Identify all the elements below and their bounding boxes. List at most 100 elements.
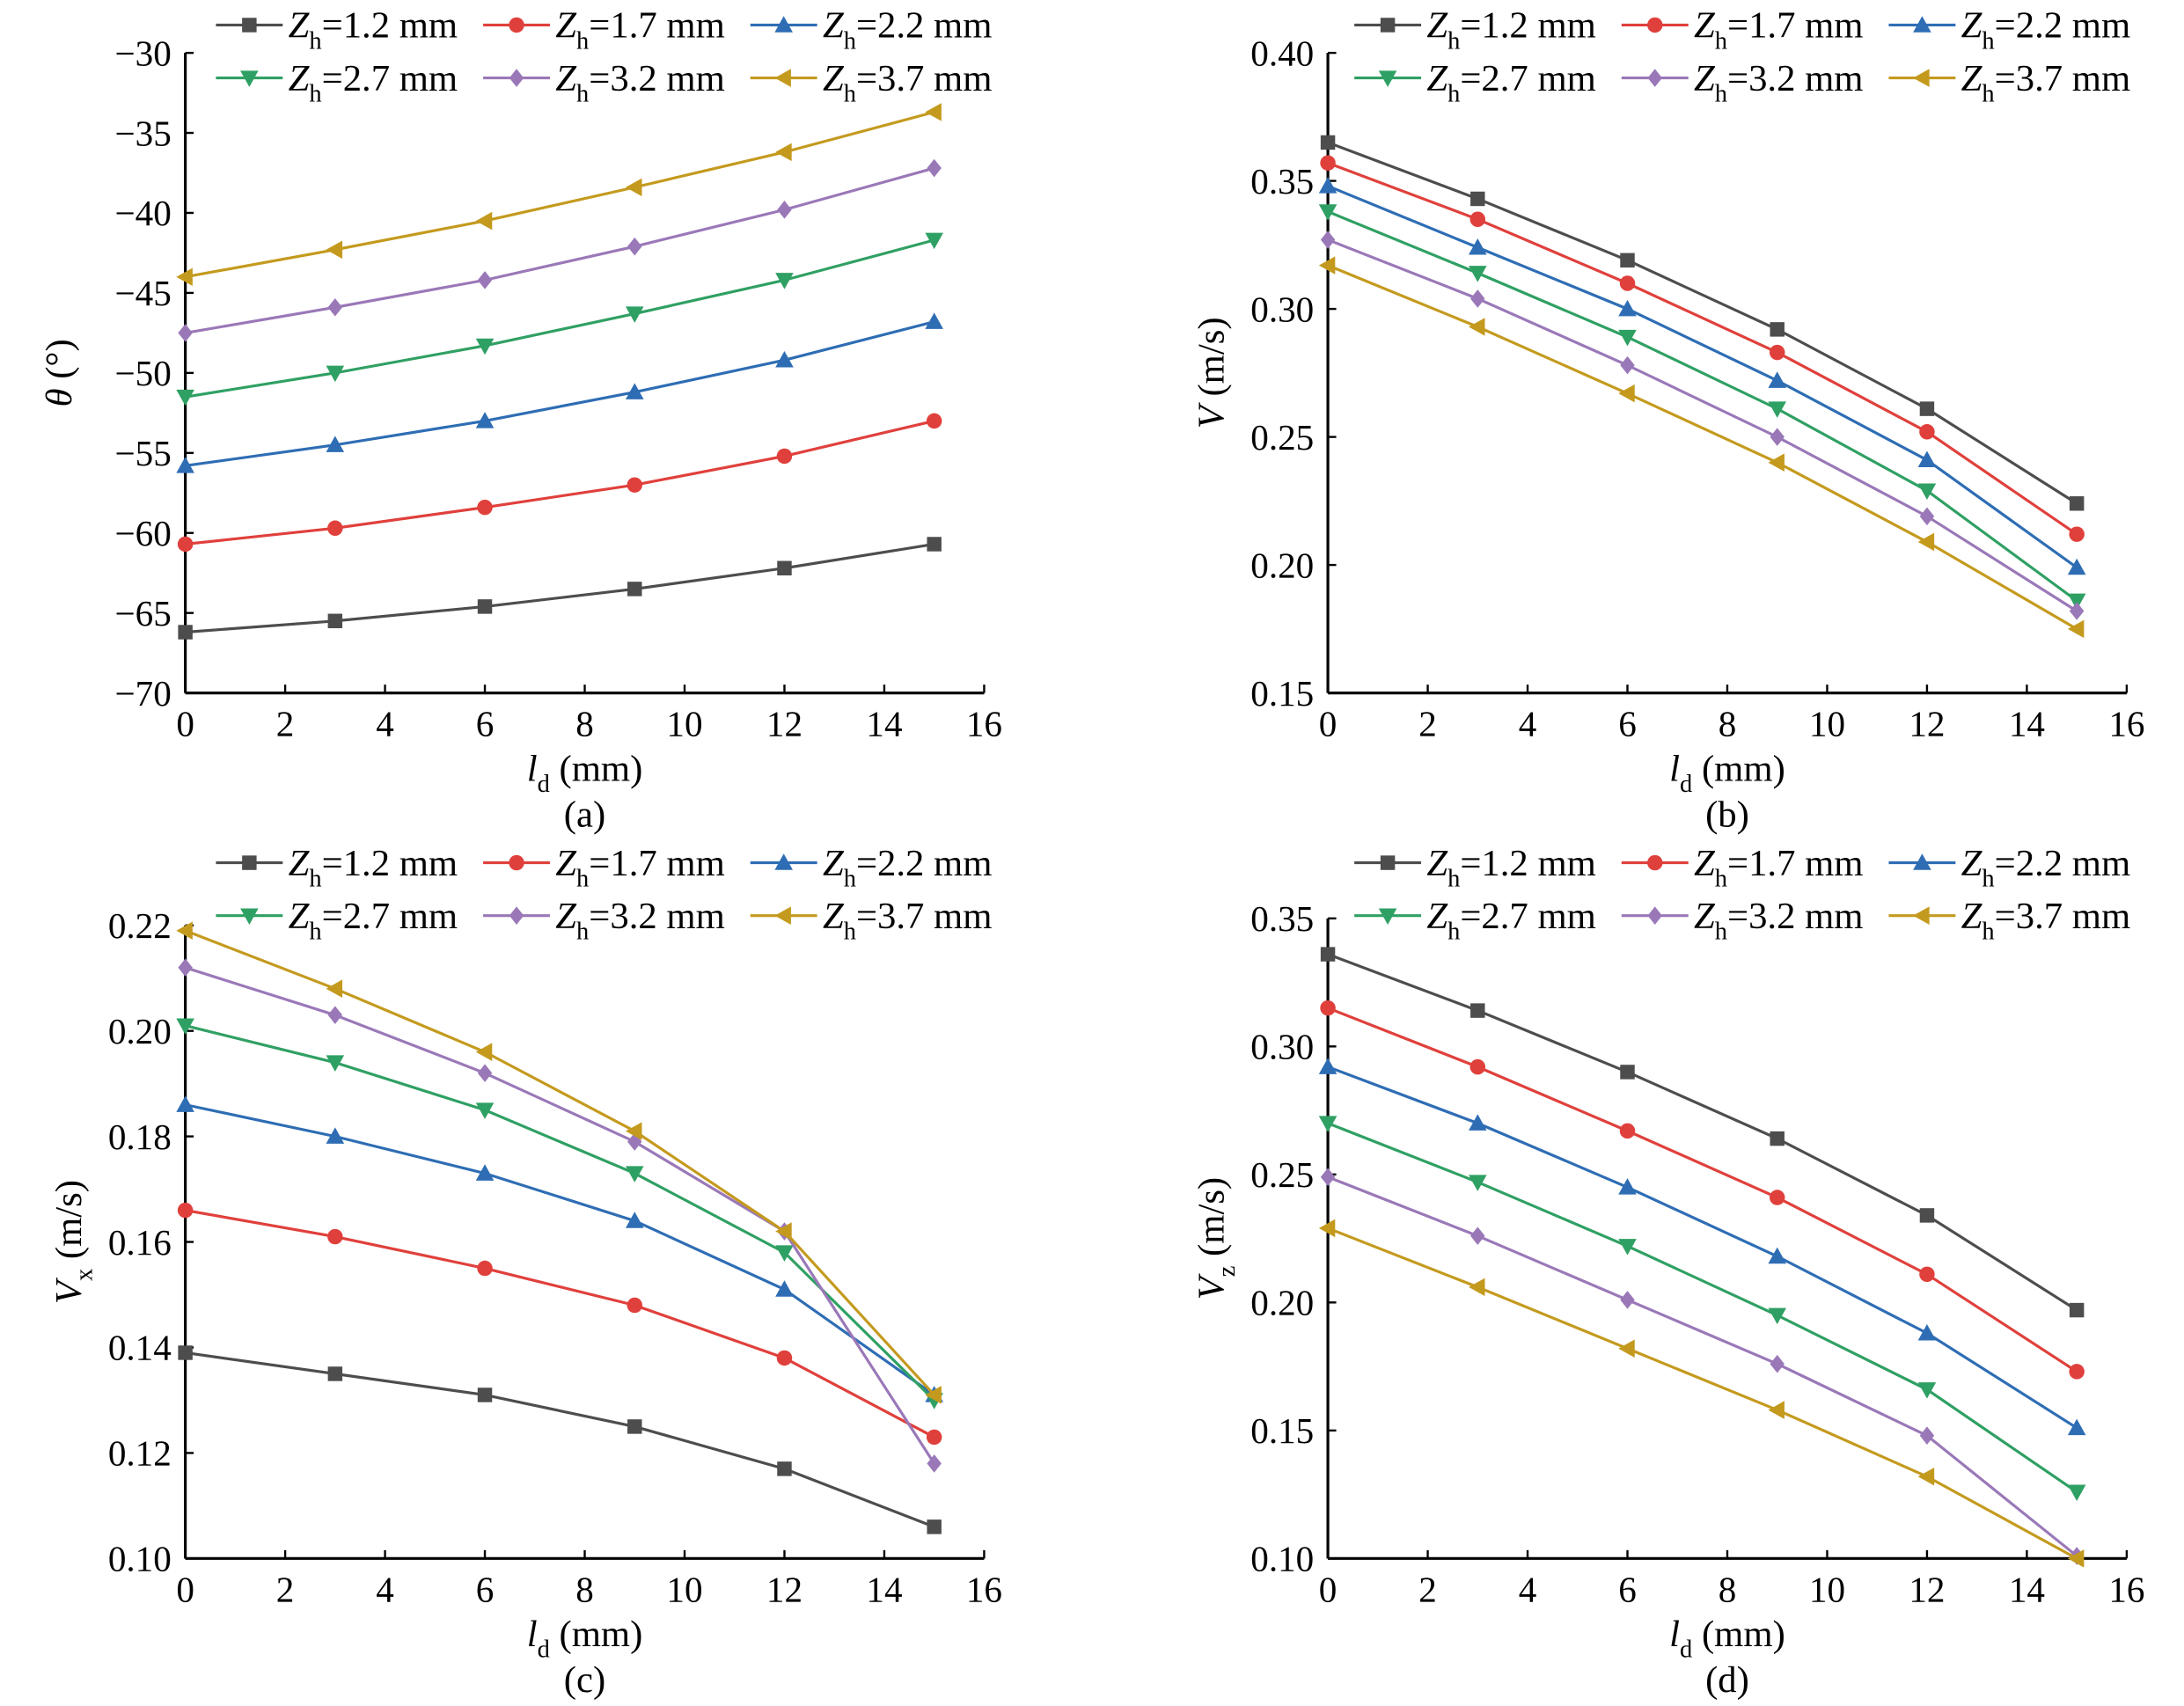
data-point	[475, 1102, 495, 1119]
legend-label-unit: =3.2 mm	[1727, 896, 1864, 937]
legend-label-symbol: Z	[823, 896, 845, 937]
x-axis-label-subscript: d	[1680, 771, 1692, 798]
series-line	[1327, 141, 2078, 505]
legend-label-symbol: Z	[1694, 5, 1716, 47]
series-line	[185, 320, 935, 467]
panel-caption: (a)	[564, 794, 605, 835]
x-tick-label: 0	[176, 1569, 194, 1609]
data-point	[1618, 1239, 1637, 1256]
x-tick-label: 2	[1418, 1569, 1437, 1609]
legend-label: Zh=2.7 mm	[1426, 58, 1596, 108]
data-point	[1469, 1114, 1487, 1131]
legend-item: Zh=1.7 mm	[1621, 843, 1864, 892]
data-point	[176, 1095, 194, 1112]
legend-marker	[774, 69, 791, 87]
legend-label-subscript: h	[1447, 80, 1460, 107]
legend-item: Zh=2.7 mm	[216, 58, 458, 108]
y-tick-label: −65	[114, 593, 171, 633]
legend-label-symbol: Z	[1961, 843, 1983, 884]
y-axis-label-unit: (m/s)	[48, 1180, 90, 1269]
data-point	[2069, 526, 2085, 542]
series-line	[1327, 1122, 2078, 1493]
series-line	[185, 166, 935, 334]
series-Z1.2	[178, 537, 942, 640]
data-point	[1770, 322, 1785, 337]
data-point	[625, 1166, 644, 1182]
legend-label-subscript: h	[309, 865, 321, 892]
x-tick-label: 8	[1719, 704, 1737, 744]
y-tick-label: 0.25	[1250, 417, 1314, 458]
series-Z3.7	[176, 921, 942, 1404]
legend-label: Zh=2.7 mm	[289, 58, 458, 108]
data-point	[176, 267, 193, 287]
legend-item: Zh=2.7 mm	[216, 896, 458, 946]
y-tick-label: 0.20	[108, 1011, 172, 1051]
data-point	[927, 158, 942, 178]
legend-label: Zh=3.7 mm	[823, 896, 993, 946]
data-point	[2067, 558, 2086, 575]
legend-label-subscript: h	[1982, 27, 1994, 55]
data-point	[1770, 1131, 1785, 1146]
panel-caption: (b)	[1705, 794, 1749, 835]
x-tick-label: 2	[276, 704, 295, 744]
legend-label-symbol: Z	[1694, 58, 1716, 99]
legend-marker	[509, 69, 524, 87]
legend-item: Zh=3.7 mm	[1888, 896, 2130, 946]
data-point	[777, 201, 792, 219]
legend-marker	[1913, 853, 1931, 870]
data-point	[1768, 401, 1787, 418]
y-axis-label: Vx (m/s)	[48, 1180, 99, 1304]
data-point	[177, 536, 194, 553]
series-Z1.2	[178, 1345, 942, 1534]
panel-d: 0 2 4 6 8 10 12 14 16 0.10 0.15 0.20 0.25 0.30 0.35 ld …	[1191, 843, 2144, 1701]
x-tick-label: 12	[1909, 704, 1945, 744]
data-point	[775, 351, 794, 368]
data-point	[1620, 253, 1635, 268]
data-point	[1470, 191, 1485, 207]
legend-marker	[1380, 18, 1396, 33]
data-point	[1917, 1467, 1935, 1486]
y-axis-label: V (m/s)	[1191, 317, 1232, 428]
data-point	[1919, 424, 1935, 440]
y-axis-label-symbol: V	[1191, 1272, 1232, 1300]
data-point	[176, 921, 193, 941]
panel-b: 0 2 4 6 8 10 12 14 16 0.15 0.20 0.25 0.30 0.35 0.40 ld …	[1191, 5, 2144, 836]
x-tick-label: 8	[575, 1569, 594, 1609]
legend-item: Zh=2.2 mm	[750, 843, 992, 892]
legend-label: Zh=1.2 mm	[1426, 5, 1596, 55]
data-point	[1619, 275, 1636, 291]
data-point	[627, 582, 642, 597]
data-point	[475, 211, 493, 231]
data-point	[1470, 1003, 1485, 1018]
y-axis-label: θ (°)	[39, 339, 80, 406]
data-point	[1620, 1291, 1635, 1309]
legend-label-symbol: Z	[289, 5, 311, 47]
data-point	[475, 1043, 493, 1061]
legend-label-unit: =2.2 mm	[856, 5, 993, 47]
x-axis-label-symbol: l	[1669, 1614, 1680, 1655]
data-point	[925, 312, 943, 329]
series-Z2.2	[176, 312, 943, 473]
data-point	[1470, 1226, 1485, 1245]
y-axis-label-symbol: V	[48, 1277, 90, 1304]
legend-label-symbol: Z	[1426, 58, 1448, 99]
data-point	[2069, 1364, 2085, 1380]
legend-marker	[1378, 908, 1397, 925]
x-axis-label-unit: (mm)	[550, 748, 643, 789]
legend-item: Zh=2.2 mm	[750, 5, 993, 55]
x-tick-label: 2	[276, 1569, 295, 1609]
series-Z2.7	[176, 232, 943, 406]
data-point	[477, 499, 493, 516]
legend-label-symbol: Z	[289, 843, 311, 884]
data-point	[1318, 1219, 1336, 1238]
data-point	[625, 306, 644, 323]
data-point	[627, 1419, 642, 1434]
data-point	[1917, 1323, 1937, 1341]
legend-label-unit: =1.7 mm	[589, 843, 725, 884]
data-point	[477, 1387, 493, 1402]
series-line	[1327, 953, 2078, 1312]
series-Z3.7	[176, 103, 942, 287]
legend-label: Zh=3.7 mm	[1961, 896, 2130, 946]
data-point	[176, 1018, 194, 1035]
